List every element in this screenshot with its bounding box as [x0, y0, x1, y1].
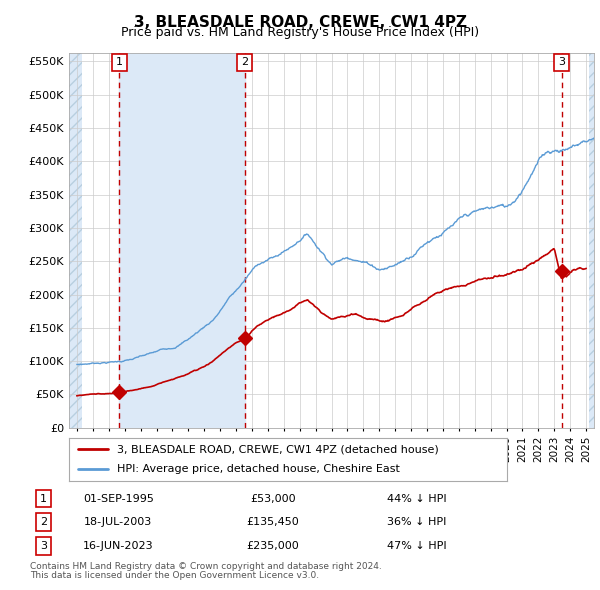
Text: 3, BLEASDALE ROAD, CREWE, CW1 4PZ: 3, BLEASDALE ROAD, CREWE, CW1 4PZ: [133, 15, 467, 30]
Bar: [69, 53, 82, 428]
Bar: [119, 53, 245, 428]
Text: 44% ↓ HPI: 44% ↓ HPI: [386, 493, 446, 503]
Text: £135,450: £135,450: [247, 517, 299, 527]
Text: 1: 1: [40, 493, 47, 503]
Text: 3, BLEASDALE ROAD, CREWE, CW1 4PZ (detached house): 3, BLEASDALE ROAD, CREWE, CW1 4PZ (detac…: [117, 444, 439, 454]
Text: This data is licensed under the Open Government Licence v3.0.: This data is licensed under the Open Gov…: [30, 571, 319, 580]
Text: Contains HM Land Registry data © Crown copyright and database right 2024.: Contains HM Land Registry data © Crown c…: [30, 562, 382, 571]
Text: £53,000: £53,000: [250, 493, 296, 503]
Text: 36% ↓ HPI: 36% ↓ HPI: [387, 517, 446, 527]
Text: 2: 2: [40, 517, 47, 527]
Text: 16-JUN-2023: 16-JUN-2023: [83, 541, 154, 551]
Text: 18-JUL-2003: 18-JUL-2003: [84, 517, 152, 527]
Text: 1: 1: [116, 57, 123, 67]
Text: 3: 3: [558, 57, 565, 67]
Text: 01-SEP-1995: 01-SEP-1995: [83, 493, 154, 503]
Bar: [589, 53, 594, 428]
Text: 3: 3: [40, 541, 47, 551]
Text: HPI: Average price, detached house, Cheshire East: HPI: Average price, detached house, Ches…: [117, 464, 400, 474]
Text: 47% ↓ HPI: 47% ↓ HPI: [386, 541, 446, 551]
Text: Price paid vs. HM Land Registry's House Price Index (HPI): Price paid vs. HM Land Registry's House …: [121, 26, 479, 39]
Text: 2: 2: [241, 57, 248, 67]
Text: £235,000: £235,000: [247, 541, 299, 551]
